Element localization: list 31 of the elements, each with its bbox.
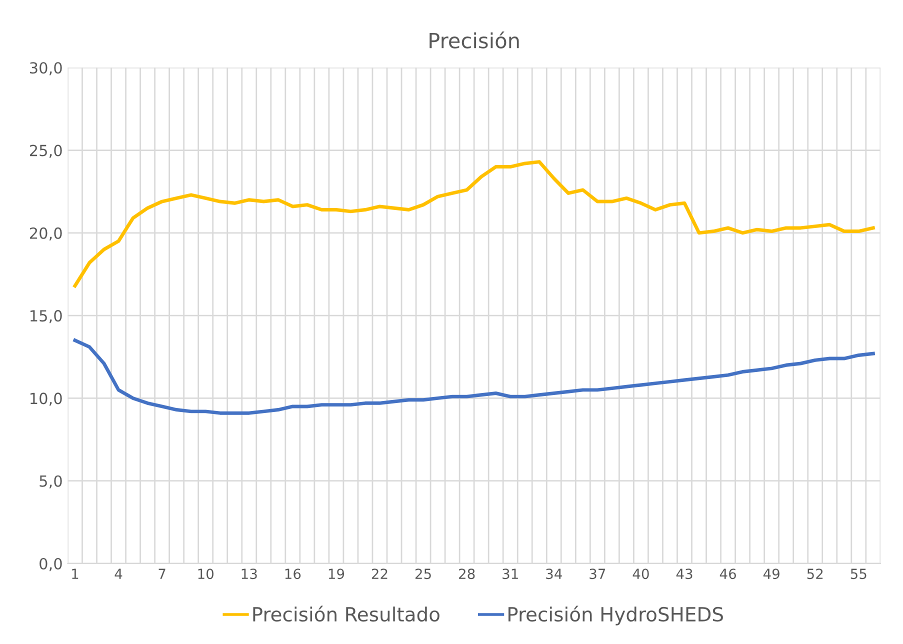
y-tick-label: 5,0 <box>40 475 62 488</box>
x-tick-label: 43 <box>676 568 692 580</box>
line-series <box>73 160 875 288</box>
x-tick-label: 55 <box>850 568 866 580</box>
x-tick-label: 19 <box>328 568 344 580</box>
x-tick-label: 34 <box>546 568 562 580</box>
legend-label: Precisión HydroSHEDS <box>508 606 723 626</box>
x-tick-label: 49 <box>763 568 780 580</box>
x-tick-label: 46 <box>720 568 736 580</box>
x-tick-label: 37 <box>590 568 606 580</box>
chart-title: Precisión <box>430 32 519 48</box>
y-tick-label: 25,0 <box>30 144 62 158</box>
x-tick-label: 10 <box>198 568 214 580</box>
y-tick-label: 20,0 <box>30 227 62 240</box>
legend-label: Precisión Resultado <box>253 606 440 622</box>
x-tick-label: 4 <box>114 568 122 579</box>
x-tick-label: 7 <box>158 568 166 579</box>
y-tick-label: 15,0 <box>30 310 62 324</box>
y-tick-label: 0,0 <box>40 558 62 572</box>
y-tick-label: 10,0 <box>30 392 62 406</box>
x-tick-label: 25 <box>415 568 431 580</box>
x-tick-label: 40 <box>632 568 649 580</box>
y-tick-label: 30,0 <box>30 62 62 76</box>
x-tick-label: 28 <box>459 568 475 580</box>
x-tick-label: 31 <box>502 568 518 580</box>
x-tick-label: 13 <box>242 568 257 580</box>
x-tick-label: 52 <box>807 568 823 580</box>
x-tick-label: 1 <box>72 568 78 579</box>
line-series <box>73 338 875 415</box>
x-tick-label: 22 <box>372 568 388 579</box>
x-tick-label: 16 <box>285 568 301 580</box>
